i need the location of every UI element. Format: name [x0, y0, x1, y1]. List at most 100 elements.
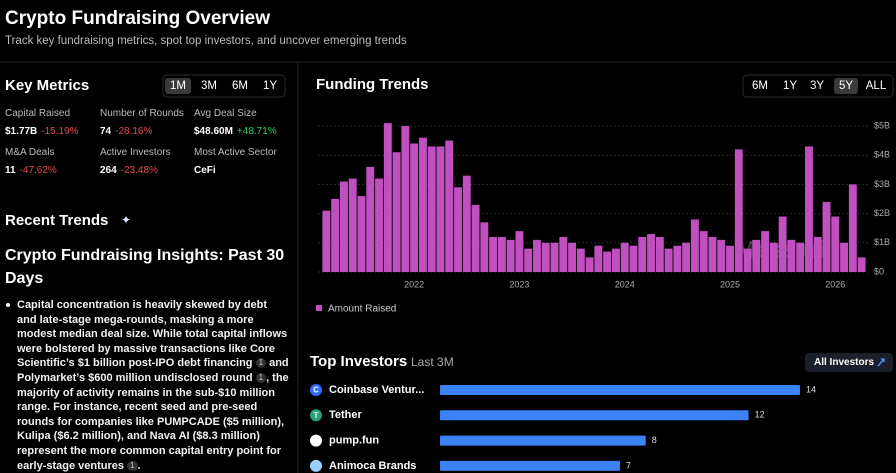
bar	[471, 204, 480, 272]
period-button[interactable]: 1Y	[263, 80, 277, 92]
period-button[interactable]: 3Y	[810, 80, 824, 92]
sparkle-icon: ✦	[121, 213, 131, 227]
all-investors-button[interactable]	[805, 353, 893, 372]
bar	[445, 140, 454, 272]
bar	[778, 216, 787, 272]
button-label[interactable]: All Investors	[814, 357, 875, 368]
section-title: Funding Trends	[316, 76, 429, 93]
period-button[interactable]: 6M	[752, 80, 768, 92]
metric-change: -47.62%	[19, 165, 57, 176]
bar	[331, 199, 340, 272]
bar	[620, 242, 629, 272]
investor-name[interactable]: Animoca Brands	[329, 460, 416, 472]
citation[interactable]: 1	[255, 372, 267, 383]
bar	[805, 146, 813, 272]
bar	[480, 222, 489, 272]
legend-label[interactable]: Amount Raised	[328, 304, 396, 315]
period-button[interactable]: ALL	[866, 80, 887, 92]
period-group	[742, 74, 894, 98]
bar	[611, 248, 620, 272]
bar	[366, 166, 375, 272]
bar	[550, 242, 559, 272]
period-button[interactable]: 6M	[232, 80, 248, 92]
investor-name[interactable]: pump.fun	[329, 435, 379, 447]
bar	[440, 435, 646, 446]
metric-label: M&A Deals	[5, 147, 55, 158]
investor-name[interactable]: Coinbase Ventur...	[329, 384, 424, 396]
bar	[533, 239, 541, 272]
bullet	[6, 303, 10, 307]
bar	[375, 178, 383, 272]
bar	[813, 236, 822, 272]
bar	[585, 257, 594, 272]
icon-glyph: C	[313, 386, 319, 395]
period-active[interactable]	[834, 78, 858, 94]
period-button[interactable]: 5Y	[839, 80, 853, 92]
bar	[796, 242, 805, 272]
value-label: 12	[755, 410, 765, 420]
bar	[427, 146, 436, 272]
y-tick-label: $0	[874, 266, 884, 276]
period-button[interactable]: 3M	[201, 80, 217, 92]
period-active[interactable]	[165, 78, 191, 94]
bar	[489, 236, 498, 272]
period-button[interactable]: 1Y	[783, 80, 797, 92]
bar	[410, 143, 419, 272]
x-tick-label: 2024	[615, 279, 635, 289]
bar	[392, 152, 401, 272]
bar	[831, 216, 840, 272]
y-tick-label: $2B	[874, 208, 890, 218]
citation[interactable]: 1	[127, 460, 138, 471]
bar	[401, 126, 410, 272]
section-subtitle: Last 3M	[411, 355, 454, 369]
bar	[655, 236, 664, 272]
bar	[322, 210, 331, 272]
metric-value: $1.77B	[5, 126, 38, 137]
bar	[357, 196, 366, 272]
bar	[440, 410, 749, 421]
value-label: 7	[626, 460, 631, 470]
metric-label: Active Investors	[100, 147, 171, 158]
bar	[348, 178, 357, 272]
bar	[708, 236, 717, 272]
bar	[603, 251, 612, 272]
bar	[743, 248, 752, 272]
insight-body: Capital concentration is heavily skewed …	[17, 298, 289, 473]
metric-change: -23.48%	[120, 165, 158, 176]
bar	[541, 242, 550, 272]
bar	[761, 231, 770, 272]
section-title: Top Investors	[310, 353, 408, 370]
x-tick-label: 2026	[825, 279, 845, 289]
bar	[690, 219, 699, 272]
bar	[418, 137, 427, 272]
bar	[629, 245, 638, 272]
bar	[857, 257, 866, 272]
metric-row: 74 -28.16%	[100, 126, 152, 137]
page-title: Crypto Fundraising Overview	[5, 8, 270, 29]
bar	[840, 242, 849, 272]
period-button[interactable]: 1M	[170, 80, 186, 92]
citation[interactable]: 1	[255, 358, 267, 369]
bar	[383, 123, 392, 272]
text-run: , the majority of activity remains in th…	[17, 371, 289, 472]
bar	[440, 385, 800, 395]
metric-label: Most Active Sector	[194, 147, 277, 158]
bar	[515, 231, 524, 272]
investor-icon	[310, 384, 322, 396]
text-run: .	[137, 459, 141, 472]
y-tick-label: $4B	[874, 150, 890, 160]
x-tick-label: 2022	[404, 279, 424, 289]
bar	[664, 248, 673, 272]
bar	[682, 242, 691, 272]
value-label: 14	[806, 384, 816, 394]
investor-name[interactable]: Tether	[329, 409, 363, 421]
bar	[506, 239, 515, 272]
bar	[497, 236, 506, 272]
y-tick-label: $5B	[874, 120, 890, 130]
icon-glyph: T	[314, 411, 319, 420]
text-run: and Polymarket’s $600 million undisclose…	[17, 357, 289, 384]
metric-row: $48.60M +48.71%	[194, 126, 277, 137]
metric-label: Avg Deal Size	[194, 108, 257, 119]
bar	[769, 242, 778, 272]
